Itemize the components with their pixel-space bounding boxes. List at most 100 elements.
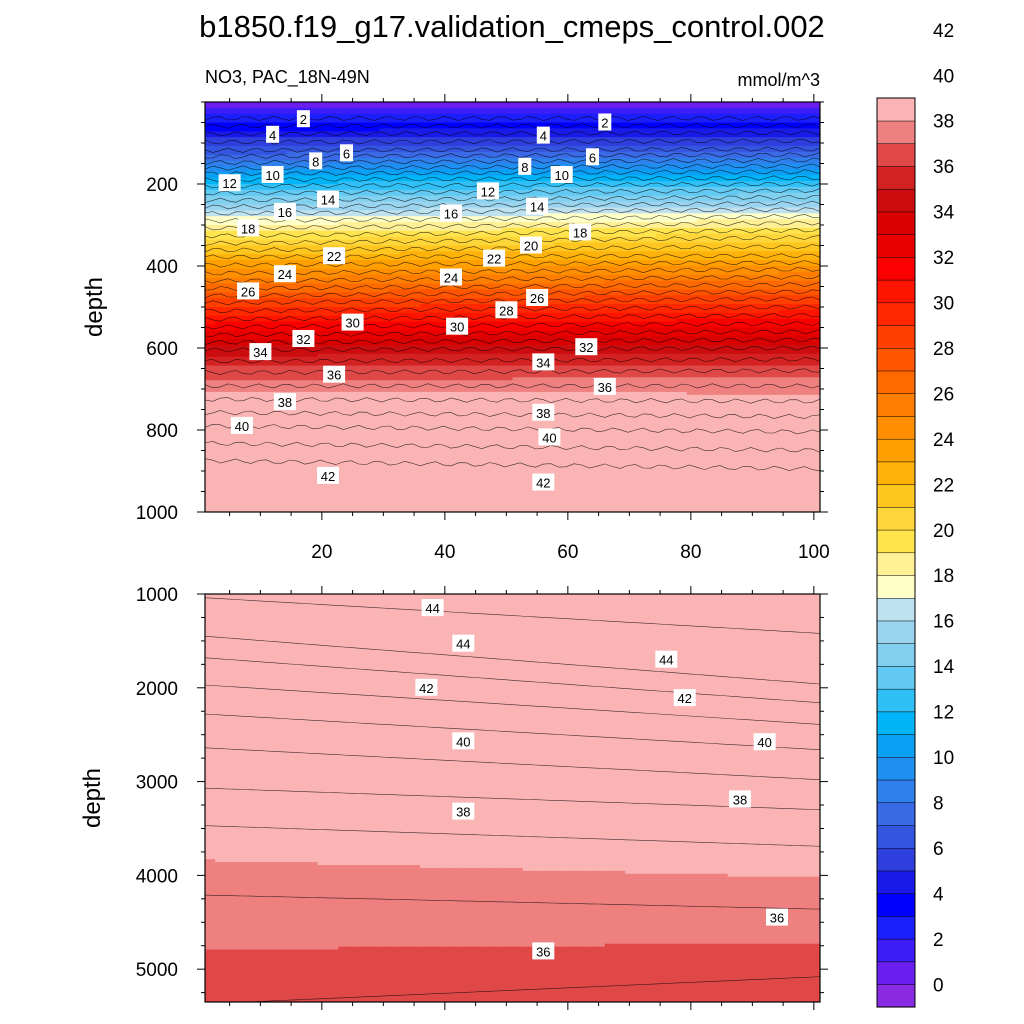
contour-fill-cell [215,230,227,241]
contour-label: 42 [415,678,438,696]
contour-fill-cell [215,210,227,217]
contour-fill-cell [481,594,493,869]
contour-fill-cell [686,107,698,115]
colorbar-label: 14 [933,657,955,678]
contour-fill-cell [604,181,616,188]
contour-fill-cell [645,213,657,223]
contour-fill-cell [676,207,688,214]
contour-fill-cell [317,298,329,308]
contour-fill-cell [328,292,339,299]
contour-fill-cell [779,102,790,109]
contour-fill-cell [389,307,401,314]
contour-fill-cell [615,336,626,346]
contour-fill-cell [471,312,483,323]
contour-fill-cell [809,318,820,329]
contour-fill-cell [338,131,350,138]
contour-fill-cell [420,175,432,182]
contour-fill-cell [276,391,288,512]
contour-fill-cell [481,245,493,252]
contour-fill-cell [451,195,462,203]
contour-fill-cell [666,233,678,244]
contour-fill-cell [748,201,760,209]
contour-fill-cell [256,239,268,247]
contour-fill-cell [430,274,442,285]
contour-fill-cell [809,175,820,182]
contour-fill-cell [666,157,678,165]
contour-fill-cell [471,122,483,129]
contour-fill-cell [369,380,380,393]
contour-fill-cell [697,327,708,337]
contour-fill-cell [768,943,780,1002]
contour-fill-cell [533,260,544,267]
contour-fill-cell [604,186,616,197]
contour-fill-cell [512,336,524,346]
contour-fill-cell [430,113,442,124]
colorbar-label: 36 [933,157,954,178]
contour-fill-cell [389,321,401,332]
contour-fill-cell [471,157,483,165]
contour-label-box [266,125,280,143]
contour-label-box [538,428,561,446]
contour-fill-cell [369,195,380,203]
contour-fill-cell [645,873,657,945]
colorbar-swatch [876,188,916,213]
contour-fill-cell [205,315,216,326]
contour-fill-cell [338,169,350,176]
contour-fill-cell [768,128,780,138]
contour-fill-cell [789,365,801,378]
contour-fill-cell [717,345,729,355]
contour-fill-cell [686,353,698,367]
contour-fill-cell [748,113,760,124]
contour-fill-cell [779,271,790,282]
colorbar-label: 16 [933,612,954,633]
contour-fill-cell [348,189,360,197]
contour-fill-cell [225,330,237,340]
contour-fill-cell [697,594,708,875]
contour-fill-cell [266,277,278,285]
contour-fill-cell [410,102,421,109]
contour-fill-cell [656,151,667,159]
contour-fill-cell [533,157,544,165]
contour-label-box [532,473,555,491]
contour-fill-cell [358,151,370,159]
contour-fill-cell [707,113,719,124]
x-tick-label: 40 [434,542,455,563]
contour-fill-cell [297,345,309,358]
contour-fill-cell [789,128,801,138]
contour-label: 36 [532,942,555,960]
isoline [205,235,820,246]
contour-fill-cell [369,268,380,276]
contour-fill-cell [676,195,688,203]
contour-fill-cell [522,365,534,378]
contour-fill-cell [666,145,678,153]
contour-fill-cell [287,225,298,232]
isoline [205,345,820,353]
contour-fill-cell [594,266,606,276]
contour-fill-cell [748,151,760,159]
contour-fill-cell [563,137,575,147]
contour-fill-cell [205,245,216,255]
contour-fill-cell [492,137,503,147]
contour-fill-cell [225,862,237,951]
contour-fill-cell [389,312,401,323]
contour-fill-cell [276,339,288,346]
contour-fill-cell [430,151,442,159]
contour-fill-cell [635,222,647,229]
contour-fill-cell [635,594,647,875]
contour-fill-cell [748,377,760,396]
contour-fill-cell [543,283,555,291]
contour-fill-cell [307,356,319,367]
contour-label-box [586,148,599,166]
contour-fill-cell [543,345,555,355]
contour-fill-cell [420,330,432,337]
contour-fill-cell [635,151,647,159]
contour-label: 2 [296,110,310,128]
contour-fill-cell [717,151,729,159]
contour-fill-cell [584,113,596,124]
contour-fill-cell [410,216,421,223]
contour-fill-cell [809,163,820,170]
contour-fill-cell [656,943,667,1002]
contour-fill-cell [225,292,237,299]
contour-fill-cell [399,137,411,147]
